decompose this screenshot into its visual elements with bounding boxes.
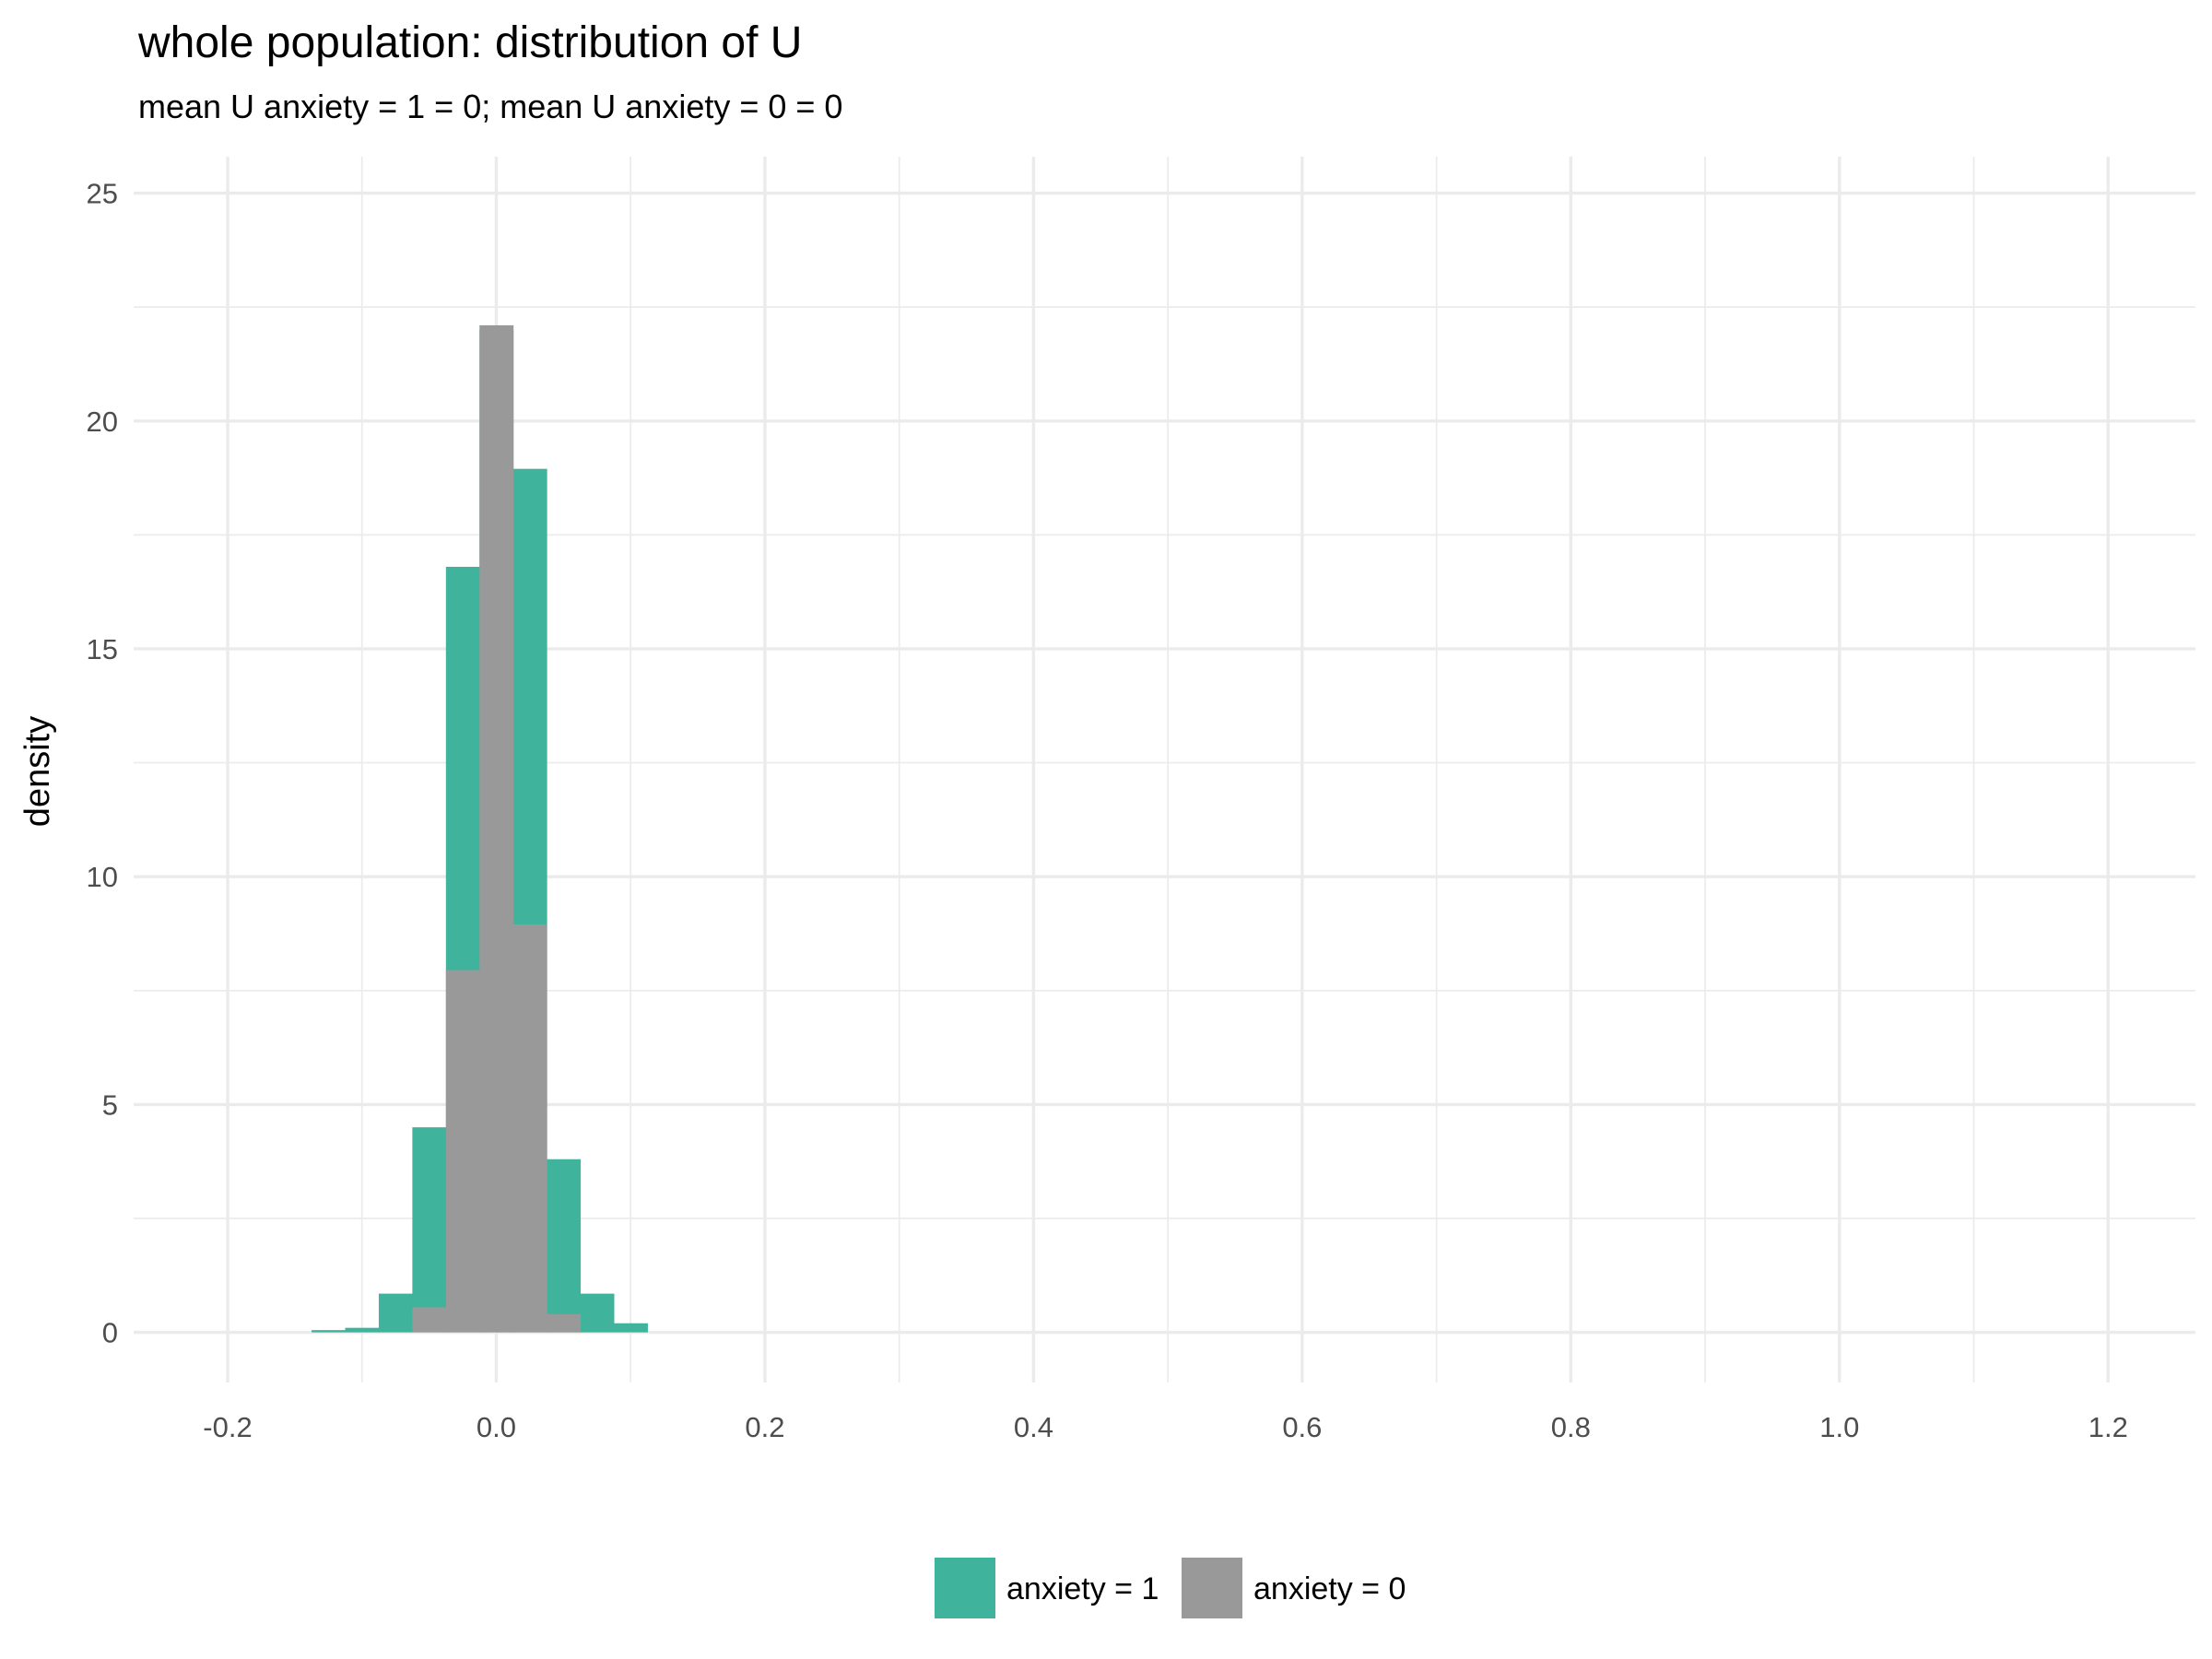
histogram-bar-series1-1 xyxy=(445,970,480,1333)
y-tick-label: 10 xyxy=(87,861,118,893)
x-tick-labels: -0.2 0.0 0.2 0.4 0.6 0.8 1.0 1.2 xyxy=(203,1411,2128,1443)
x-tick-label: 0.2 xyxy=(745,1411,784,1443)
y-axis-title: density xyxy=(18,716,57,827)
histogram-bar-series0-2 xyxy=(378,1293,413,1333)
chart-title: whole population: distribution of U xyxy=(137,18,802,67)
histogram-bar-series0-3 xyxy=(412,1127,447,1333)
legend-label: anxiety = 0 xyxy=(1253,1571,1406,1606)
x-tick-label: 1.0 xyxy=(1819,1411,1859,1443)
histogram-bars xyxy=(312,324,648,1333)
y-tick-labels: 0 5 10 15 20 25 xyxy=(87,178,118,1349)
legend: anxiety = 1 anxiety = 0 xyxy=(935,1558,1406,1618)
y-tick-label: 5 xyxy=(102,1088,118,1121)
y-tick-label: 25 xyxy=(87,178,118,210)
histogram-bar-series1-2 xyxy=(479,324,514,1333)
x-tick-label: 0.0 xyxy=(477,1411,516,1443)
histogram-bar-series0-8 xyxy=(580,1293,615,1333)
histogram-bar-series1-0 xyxy=(412,1307,447,1333)
y-tick-label: 20 xyxy=(87,406,118,438)
x-tick-label: -0.2 xyxy=(203,1411,252,1443)
histogram-bar-series0-9 xyxy=(613,1323,648,1333)
x-tick-label: 0.6 xyxy=(1282,1411,1322,1443)
histogram-bar-series1-3 xyxy=(512,924,547,1333)
y-tick-label: 0 xyxy=(102,1317,118,1349)
x-tick-label: 0.4 xyxy=(1014,1411,1053,1443)
chart-subtitle: mean U anxiety = 1 = 0; mean U anxiety =… xyxy=(138,88,842,125)
legend-label: anxiety = 1 xyxy=(1006,1571,1159,1606)
histogram-bar-series1-4 xyxy=(547,1313,582,1333)
histogram-bar-series0-7 xyxy=(547,1159,582,1333)
legend-swatch xyxy=(1182,1558,1242,1618)
x-tick-label: 1.2 xyxy=(2088,1411,2128,1443)
x-tick-label: 0.8 xyxy=(1551,1411,1591,1443)
histogram-bar-series0-1 xyxy=(345,1327,380,1333)
legend-swatch xyxy=(935,1558,995,1618)
histogram-bar-series0-0 xyxy=(312,1330,347,1333)
y-tick-label: 15 xyxy=(87,633,118,665)
